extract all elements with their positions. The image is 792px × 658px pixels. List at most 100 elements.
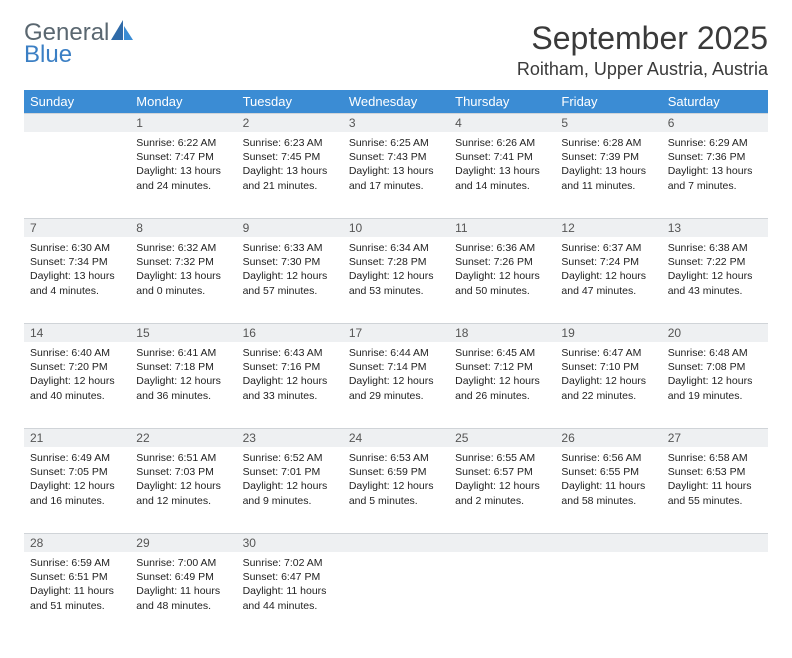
day-number: 29 bbox=[130, 533, 236, 552]
weekday-header: Thursday bbox=[449, 90, 555, 113]
sunset-text: Sunset: 6:49 PM bbox=[136, 570, 230, 584]
day-body-row: Sunrise: 6:59 AMSunset: 6:51 PMDaylight:… bbox=[24, 552, 768, 638]
day-number: 7 bbox=[24, 218, 130, 237]
day-cell: Sunrise: 6:40 AMSunset: 7:20 PMDaylight:… bbox=[24, 342, 130, 411]
daylight-line2: and 11 minutes. bbox=[561, 179, 655, 193]
sunset-text: Sunset: 7:10 PM bbox=[561, 360, 655, 374]
daylight-line2: and 44 minutes. bbox=[243, 599, 337, 613]
day-cell: Sunrise: 6:55 AMSunset: 6:57 PMDaylight:… bbox=[449, 447, 555, 516]
day-number-row: 14151617181920 bbox=[24, 323, 768, 342]
day-cell: Sunrise: 6:43 AMSunset: 7:16 PMDaylight:… bbox=[237, 342, 343, 411]
day-number: 10 bbox=[343, 218, 449, 237]
sunset-text: Sunset: 6:55 PM bbox=[561, 465, 655, 479]
daylight-line1: Daylight: 13 hours bbox=[668, 164, 762, 178]
empty-daynum bbox=[449, 533, 555, 552]
daylight-line1: Daylight: 12 hours bbox=[455, 479, 549, 493]
sunrise-text: Sunrise: 6:36 AM bbox=[455, 241, 549, 255]
sunrise-text: Sunrise: 6:51 AM bbox=[136, 451, 230, 465]
daylight-line2: and 4 minutes. bbox=[30, 284, 124, 298]
daylight-line2: and 16 minutes. bbox=[30, 494, 124, 508]
daylight-line2: and 33 minutes. bbox=[243, 389, 337, 403]
sunrise-text: Sunrise: 6:30 AM bbox=[30, 241, 124, 255]
sunrise-text: Sunrise: 6:48 AM bbox=[668, 346, 762, 360]
sunrise-text: Sunrise: 6:37 AM bbox=[561, 241, 655, 255]
day-cell: Sunrise: 6:56 AMSunset: 6:55 PMDaylight:… bbox=[555, 447, 661, 516]
day-number: 9 bbox=[237, 218, 343, 237]
daylight-line2: and 22 minutes. bbox=[561, 389, 655, 403]
day-number: 23 bbox=[237, 428, 343, 447]
logo-blue-text: Blue bbox=[24, 43, 133, 67]
daylight-line2: and 58 minutes. bbox=[561, 494, 655, 508]
header: General Blue September 2025 Roitham, Upp… bbox=[24, 20, 768, 80]
daylight-line1: Daylight: 12 hours bbox=[243, 269, 337, 283]
day-cell: Sunrise: 6:33 AMSunset: 7:30 PMDaylight:… bbox=[237, 237, 343, 306]
empty-daynum bbox=[662, 533, 768, 552]
daylight-line1: Daylight: 11 hours bbox=[668, 479, 762, 493]
sunset-text: Sunset: 7:28 PM bbox=[349, 255, 443, 269]
daylight-line1: Daylight: 13 hours bbox=[455, 164, 549, 178]
day-cell: Sunrise: 6:23 AMSunset: 7:45 PMDaylight:… bbox=[237, 132, 343, 201]
day-body-row: Sunrise: 6:49 AMSunset: 7:05 PMDaylight:… bbox=[24, 447, 768, 533]
daylight-line1: Daylight: 11 hours bbox=[561, 479, 655, 493]
calendar-table: Sunday Monday Tuesday Wednesday Thursday… bbox=[24, 90, 768, 638]
sunrise-text: Sunrise: 6:33 AM bbox=[243, 241, 337, 255]
day-number: 8 bbox=[130, 218, 236, 237]
day-number-row: 282930 bbox=[24, 533, 768, 552]
day-cell: Sunrise: 6:25 AMSunset: 7:43 PMDaylight:… bbox=[343, 132, 449, 201]
weekday-header: Wednesday bbox=[343, 90, 449, 113]
weekday-header-row: Sunday Monday Tuesday Wednesday Thursday… bbox=[24, 90, 768, 113]
sunset-text: Sunset: 7:41 PM bbox=[455, 150, 549, 164]
daylight-line1: Daylight: 12 hours bbox=[455, 269, 549, 283]
daylight-line1: Daylight: 13 hours bbox=[136, 269, 230, 283]
day-number: 30 bbox=[237, 533, 343, 552]
daylight-line2: and 0 minutes. bbox=[136, 284, 230, 298]
sunrise-text: Sunrise: 6:47 AM bbox=[561, 346, 655, 360]
daylight-line1: Daylight: 12 hours bbox=[668, 374, 762, 388]
daylight-line2: and 26 minutes. bbox=[455, 389, 549, 403]
day-cell: Sunrise: 6:36 AMSunset: 7:26 PMDaylight:… bbox=[449, 237, 555, 306]
sunset-text: Sunset: 7:45 PM bbox=[243, 150, 337, 164]
sunrise-text: Sunrise: 7:02 AM bbox=[243, 556, 337, 570]
sunset-text: Sunset: 6:53 PM bbox=[668, 465, 762, 479]
daylight-line1: Daylight: 12 hours bbox=[243, 479, 337, 493]
sunset-text: Sunset: 7:32 PM bbox=[136, 255, 230, 269]
day-number: 22 bbox=[130, 428, 236, 447]
day-cell: Sunrise: 6:26 AMSunset: 7:41 PMDaylight:… bbox=[449, 132, 555, 201]
day-cell: Sunrise: 6:22 AMSunset: 7:47 PMDaylight:… bbox=[130, 132, 236, 201]
sunrise-text: Sunrise: 6:23 AM bbox=[243, 136, 337, 150]
weekday-header: Monday bbox=[130, 90, 236, 113]
sunrise-text: Sunrise: 6:52 AM bbox=[243, 451, 337, 465]
day-number: 13 bbox=[662, 218, 768, 237]
day-cell: Sunrise: 6:38 AMSunset: 7:22 PMDaylight:… bbox=[662, 237, 768, 306]
sunset-text: Sunset: 7:16 PM bbox=[243, 360, 337, 374]
weekday-header: Tuesday bbox=[237, 90, 343, 113]
empty-daynum bbox=[24, 113, 130, 132]
day-cell: Sunrise: 6:44 AMSunset: 7:14 PMDaylight:… bbox=[343, 342, 449, 411]
day-cell: Sunrise: 6:30 AMSunset: 7:34 PMDaylight:… bbox=[24, 237, 130, 306]
day-cell: Sunrise: 6:32 AMSunset: 7:32 PMDaylight:… bbox=[130, 237, 236, 306]
sunset-text: Sunset: 7:08 PM bbox=[668, 360, 762, 374]
day-cell: Sunrise: 6:49 AMSunset: 7:05 PMDaylight:… bbox=[24, 447, 130, 516]
daylight-line1: Daylight: 12 hours bbox=[561, 269, 655, 283]
day-cell: Sunrise: 6:53 AMSunset: 6:59 PMDaylight:… bbox=[343, 447, 449, 516]
daylight-line1: Daylight: 12 hours bbox=[349, 269, 443, 283]
day-number: 15 bbox=[130, 323, 236, 342]
sunrise-text: Sunrise: 6:25 AM bbox=[349, 136, 443, 150]
daylight-line2: and 24 minutes. bbox=[136, 179, 230, 193]
sunset-text: Sunset: 7:14 PM bbox=[349, 360, 443, 374]
location-text: Roitham, Upper Austria, Austria bbox=[517, 59, 768, 80]
day-number: 28 bbox=[24, 533, 130, 552]
day-number: 5 bbox=[555, 113, 661, 132]
daylight-line1: Daylight: 11 hours bbox=[30, 584, 124, 598]
sunset-text: Sunset: 7:01 PM bbox=[243, 465, 337, 479]
day-number: 3 bbox=[343, 113, 449, 132]
daylight-line2: and 47 minutes. bbox=[561, 284, 655, 298]
sunset-text: Sunset: 7:26 PM bbox=[455, 255, 549, 269]
daylight-line2: and 57 minutes. bbox=[243, 284, 337, 298]
daylight-line1: Daylight: 13 hours bbox=[30, 269, 124, 283]
daylight-line2: and 48 minutes. bbox=[136, 599, 230, 613]
daylight-line2: and 29 minutes. bbox=[349, 389, 443, 403]
daylight-line2: and 50 minutes. bbox=[455, 284, 549, 298]
daylight-line1: Daylight: 12 hours bbox=[30, 479, 124, 493]
sunrise-text: Sunrise: 6:29 AM bbox=[668, 136, 762, 150]
